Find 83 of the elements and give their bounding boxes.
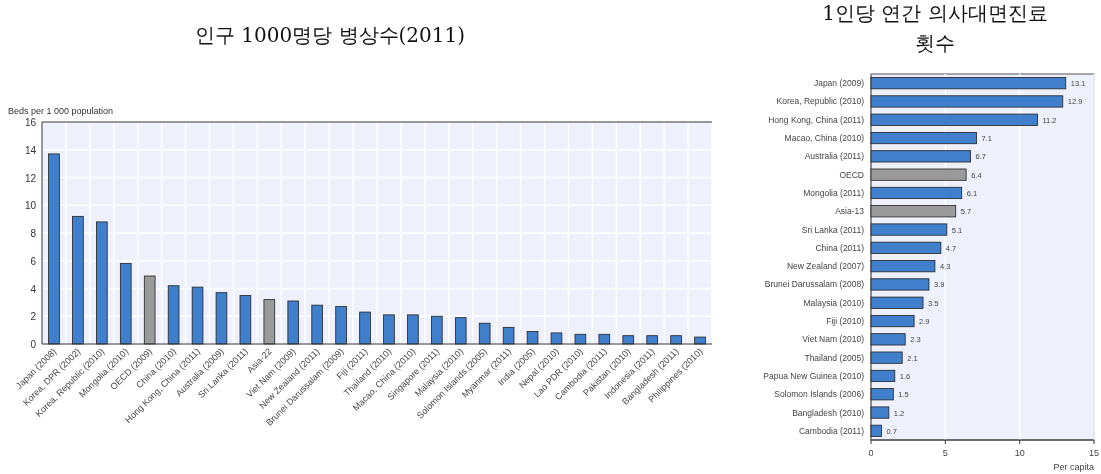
bar — [870, 205, 957, 218]
x-tick-label: 0 — [868, 448, 874, 458]
y-tick-label: New Zealand (2007) — [786, 261, 865, 272]
y-tick-label: Fiji (2010) — [826, 316, 865, 327]
bar — [191, 286, 204, 345]
y-tick-label: China (2011) — [815, 242, 865, 253]
x-axis-title: Per capita — [1053, 462, 1094, 472]
y-tick-label: Korea, Republic (2010) — [776, 96, 865, 107]
bar — [870, 351, 903, 364]
y-tick-label: Hong Kong, China (2011) — [768, 114, 865, 125]
y-tick-label: Cambodia (2011) — [798, 425, 865, 436]
bar — [431, 315, 443, 345]
bar — [287, 300, 300, 345]
bar — [239, 295, 252, 345]
x-tick-label: 5 — [942, 448, 948, 458]
bar — [167, 285, 180, 345]
chart-title: 1인당 연간 의사대면진료 횟수 — [822, 1, 1048, 55]
bar — [263, 299, 276, 345]
bar — [72, 215, 84, 345]
bar — [670, 335, 682, 345]
bar — [870, 186, 963, 200]
y-tick-label: Mongolia (2011) — [803, 187, 865, 198]
bar — [870, 369, 896, 383]
bar — [870, 424, 882, 437]
bar — [870, 406, 890, 419]
bar — [335, 306, 347, 345]
bar — [48, 153, 60, 345]
bar — [478, 322, 491, 345]
bar — [870, 333, 906, 346]
bar — [870, 168, 967, 181]
bar — [119, 263, 132, 345]
y-tick-label: 12 — [24, 172, 37, 184]
bar — [870, 260, 936, 273]
y-tick-label: Papua New Guinea (2010) — [763, 370, 865, 381]
y-tick-label: 6 — [30, 255, 37, 267]
bar — [383, 314, 395, 345]
y-tick-label: 14 — [24, 144, 37, 156]
bar — [870, 113, 1038, 126]
bar — [870, 150, 972, 163]
y-tick-label: 0 — [30, 339, 37, 350]
y-tick-label: 8 — [30, 228, 37, 239]
bar — [407, 314, 419, 345]
y-tick-label: Solomon Islands (2006) — [774, 389, 865, 400]
y-tick-label: Macao, China (2010) — [784, 133, 865, 144]
bar — [870, 296, 924, 309]
bar — [694, 336, 706, 345]
bar — [870, 223, 948, 236]
y-tick-label: Australia (2011) — [804, 151, 865, 162]
y-tick-label: 2 — [30, 311, 37, 323]
bar — [215, 292, 228, 345]
y-tick-label: Sri Lanka (2011) — [801, 224, 865, 235]
bar — [311, 304, 323, 345]
bar — [870, 241, 942, 254]
bar — [550, 332, 563, 345]
bar — [143, 275, 156, 345]
bar — [870, 131, 977, 145]
y-tick-label: Malaysia (2010) — [803, 297, 865, 308]
x-tick-label: 10 — [1014, 448, 1025, 458]
y-tick-label: OECD — [839, 169, 864, 180]
y-tick-label: Brunei Darussalam (2008) — [764, 279, 865, 290]
bar — [526, 331, 539, 345]
bar — [870, 278, 930, 291]
bar — [96, 221, 108, 345]
bar — [454, 317, 467, 345]
bar — [870, 95, 1064, 108]
bar — [359, 311, 371, 345]
bar — [622, 335, 635, 345]
bar — [870, 314, 915, 328]
y-tick-label: Asia-13 — [835, 206, 865, 217]
y-tick-label: Bangladesh (2010) — [792, 407, 865, 418]
bar — [646, 335, 658, 345]
y-tick-label: Thailand (2005) — [804, 352, 865, 363]
y-tick-label: Viet Nam (2010) — [802, 334, 865, 345]
y-tick-label: Japan (2009) — [813, 78, 865, 89]
y-tick-label: 16 — [24, 117, 37, 128]
bar — [870, 77, 1067, 90]
chart-title: 인구 1000명당 병상수(2011) — [194, 23, 466, 47]
y-tick-label: 4 — [30, 283, 37, 295]
x-tick-label: 15 — [1088, 448, 1100, 458]
y-axis-title: Beds per 1 000 population — [8, 106, 114, 116]
y-tick-label: 10 — [24, 200, 37, 212]
bar — [502, 326, 515, 345]
bar — [870, 388, 894, 401]
